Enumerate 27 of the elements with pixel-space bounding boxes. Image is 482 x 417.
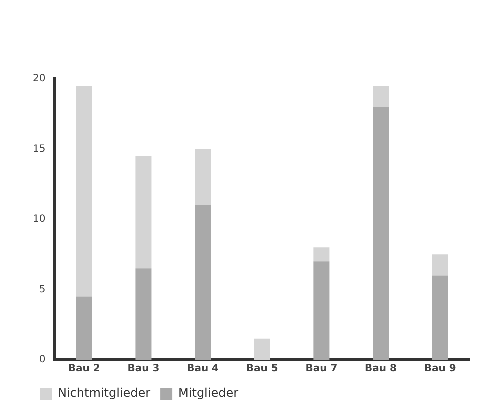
bar (254, 338, 270, 360)
bar (76, 86, 92, 297)
bar (136, 156, 152, 269)
y-tick-label: 20 (32, 74, 46, 85)
y-tick-label: 0 (39, 354, 46, 366)
legend-label: Nichtmitglieder (58, 386, 151, 400)
x-tick-label: Bau 5 (246, 364, 278, 375)
x-tick-label: Bau 2 (68, 364, 100, 375)
bar (314, 262, 330, 360)
legend-label: Mitglieder (178, 386, 239, 400)
bar (195, 149, 212, 206)
bar (76, 296, 92, 360)
bar (432, 254, 448, 276)
x-tick-label: Bau 4 (187, 364, 220, 375)
x-tick-label: Bau 9 (424, 364, 456, 375)
x-tick-label: Bau 7 (306, 364, 338, 375)
y-tick-label: 10 (32, 214, 46, 226)
bar (432, 276, 448, 360)
x-tick-label: Bau 8 (365, 364, 398, 375)
bar (136, 268, 152, 360)
bar (314, 248, 330, 262)
bar (195, 205, 212, 360)
bar (373, 86, 390, 108)
y-tick-label: 5 (39, 284, 46, 296)
bar (373, 107, 390, 360)
y-tick-label: 15 (32, 144, 46, 155)
x-tick-label: Bau 3 (128, 364, 160, 375)
